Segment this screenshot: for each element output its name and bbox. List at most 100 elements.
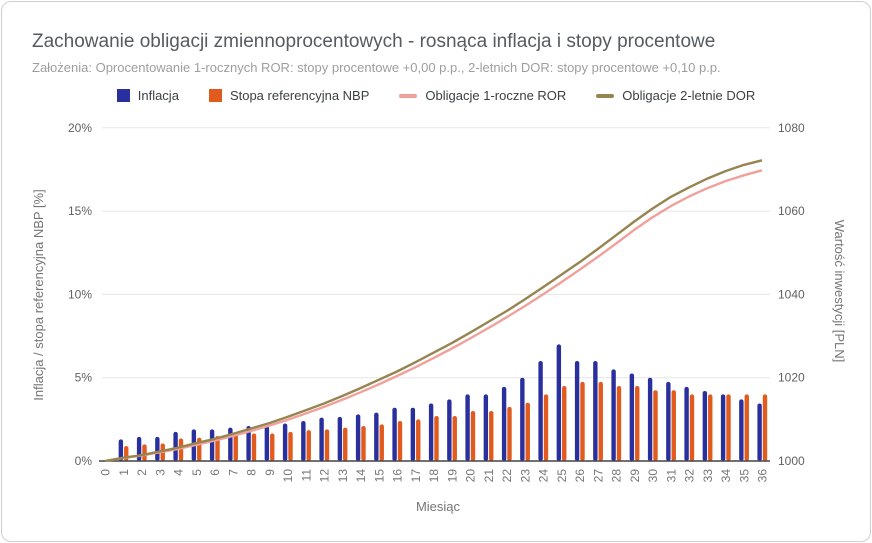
x-tick-label: 16 <box>391 469 405 483</box>
inflation-bar <box>246 426 251 461</box>
y-right-tick-label: 1020 <box>778 371 805 385</box>
y-left-tick-label: 20% <box>68 121 92 135</box>
x-tick-label: 33 <box>701 469 715 483</box>
inflation-bar <box>301 421 306 461</box>
nbp-rate-bar <box>178 438 184 461</box>
nbp-rate-bar <box>397 421 403 461</box>
legend: Inflacja Stopa referencyjna NBP Obligacje … <box>2 88 870 103</box>
x-tick-label: 20 <box>464 469 478 483</box>
x-tick-label: 35 <box>737 469 751 483</box>
x-tick-label: 25 <box>555 469 569 483</box>
nbp-rate-bar <box>762 394 768 461</box>
x-tick-label: 23 <box>518 469 532 483</box>
nbp-rate-bar <box>306 430 311 461</box>
inflation-bar <box>410 407 416 461</box>
x-tick-label: 36 <box>756 469 770 483</box>
inflation-bar <box>574 361 580 461</box>
x-tick-label: 4 <box>172 469 186 476</box>
nbp-rate-bar <box>562 386 567 461</box>
inflation-bar <box>173 431 178 461</box>
legend-item-2: Stopa referencyjna NBP <box>208 88 370 103</box>
nbp-rate-bar <box>361 426 366 461</box>
x-tick-label: 13 <box>336 469 350 483</box>
x-tick-label: 10 <box>281 469 295 483</box>
legend-label: Obligacje 1-roczne ROR <box>425 88 567 103</box>
nbp-rate-bar <box>543 394 549 461</box>
nbp-rate-bar <box>215 436 220 461</box>
y-left-tick-label: 0% <box>75 454 93 468</box>
x-tick-label: 27 <box>591 469 605 483</box>
inflation-bar <box>155 436 160 461</box>
chart-subtitle: Założenia: Oprocentowanie 1-rocznych ROR… <box>32 60 721 75</box>
inflation-bar <box>118 439 124 461</box>
x-tick-label: 21 <box>482 469 496 483</box>
y-left-tick-label: 15% <box>68 204 92 218</box>
chart-title: Zachowanie obligacji zmiennoprocentowych… <box>32 31 716 52</box>
x-tick-label: 30 <box>646 469 660 483</box>
nbp-rate-bar <box>379 424 384 461</box>
inflation-bar <box>520 377 525 461</box>
legend-item-4: Obligacje 2-letnie DOR <box>596 88 755 103</box>
x-tick-label: 32 <box>683 469 697 483</box>
ror-line <box>104 169 763 463</box>
legend-line-swatch <box>399 93 418 98</box>
inflation-bar <box>647 377 653 461</box>
inflation-bar <box>282 423 288 461</box>
legend-item-1: Inflacja <box>116 88 179 103</box>
inflation-bar <box>392 407 397 461</box>
x-tick-label: 22 <box>500 469 514 483</box>
y-left-tick-label: 5% <box>75 371 93 385</box>
x-tick-label: 3 <box>153 469 167 476</box>
nbp-rate-bar <box>671 390 676 461</box>
nbp-rate-bar <box>616 386 622 461</box>
x-tick-label: 19 <box>445 469 459 483</box>
legend-label: Inflacja <box>137 88 179 103</box>
legend-label: Stopa referencyjna NBP <box>229 88 370 103</box>
x-tick-label: 15 <box>372 469 386 483</box>
nbp-rate-bar <box>726 394 731 461</box>
x-tick-label: 12 <box>318 469 332 483</box>
inflation-bar <box>483 394 489 461</box>
nbp-rate-bar <box>343 427 348 461</box>
x-tick-label: 29 <box>628 469 642 483</box>
inflation-bar <box>593 361 598 461</box>
x-tick-label: 0 <box>99 469 113 476</box>
nbp-rate-bar <box>233 434 238 461</box>
nbp-rate-bar <box>689 394 695 461</box>
inflation-bar <box>337 416 343 461</box>
x-tick-label: 9 <box>263 469 277 476</box>
x-tick-label: 6 <box>208 469 222 476</box>
inflation-bar <box>501 386 507 461</box>
legend-square-swatch <box>208 89 222 102</box>
nbp-rate-bar <box>598 381 603 461</box>
dor-line <box>104 159 763 463</box>
nbp-rate-bar <box>324 429 330 461</box>
inflation-bar <box>611 369 616 461</box>
x-tick-label: 14 <box>354 469 368 483</box>
inflation-bar <box>136 436 142 461</box>
right-axis-title: Wartość inwestycji [PLN] <box>832 219 847 363</box>
nbp-rate-bar <box>142 444 147 461</box>
x-tick-label: 5 <box>190 469 204 476</box>
x-tick-label: 17 <box>409 469 423 483</box>
x-tick-label: 31 <box>664 469 678 483</box>
inflation-bar <box>538 361 543 461</box>
legend-label: Obligacje 2-letnie DOR <box>622 88 756 103</box>
y-right-tick-label: 1000 <box>778 454 805 468</box>
inflation-bar <box>465 394 470 461</box>
x-tick-label: 18 <box>427 469 441 483</box>
nbp-rate-bar <box>708 394 713 461</box>
inflation-bar <box>739 399 744 461</box>
inflation-bar <box>374 412 379 461</box>
nbp-rate-bar <box>744 394 749 461</box>
x-tick-label: 7 <box>226 469 240 476</box>
x-tick-label: 24 <box>537 469 551 483</box>
nbp-rate-bar <box>416 419 421 461</box>
x-tick-label: 34 <box>719 469 733 483</box>
nbp-rate-bar <box>251 433 257 461</box>
y-right-tick-label: 1060 <box>778 204 805 218</box>
x-tick-label: 2 <box>135 469 149 476</box>
nbp-rate-bar <box>525 402 530 461</box>
nbp-rate-bar <box>288 431 293 461</box>
